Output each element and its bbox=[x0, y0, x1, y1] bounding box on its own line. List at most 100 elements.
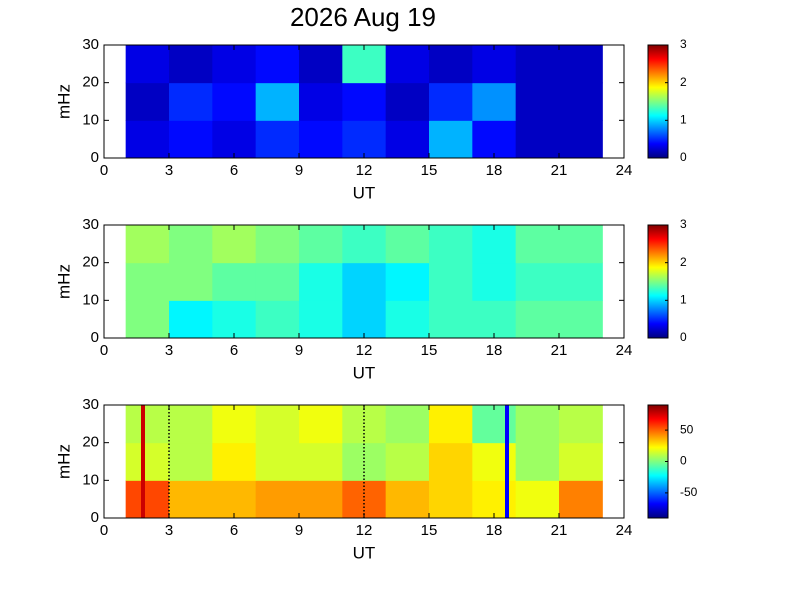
heatmap-cell bbox=[385, 45, 430, 84]
heatmap-cell bbox=[169, 480, 213, 519]
heatmap-cell bbox=[515, 120, 560, 159]
heatmap-cell bbox=[515, 225, 560, 264]
heatmap-cell bbox=[429, 225, 473, 264]
heatmap-cell bbox=[169, 405, 213, 444]
heatmap-cell bbox=[125, 405, 170, 444]
heatmap-cell bbox=[385, 225, 430, 264]
heatmap-cell bbox=[472, 45, 517, 84]
x-tick-label: 24 bbox=[616, 342, 633, 359]
heatmap-cell bbox=[472, 120, 517, 159]
heatmap-cell bbox=[255, 120, 300, 159]
heatmap-cell bbox=[515, 442, 560, 481]
heatmap-cell bbox=[342, 225, 387, 264]
heatmap-cell bbox=[299, 300, 343, 339]
heatmap-cell bbox=[429, 300, 473, 339]
x-tick-label: 0 bbox=[100, 342, 108, 359]
heatmap-cell bbox=[429, 442, 473, 481]
heatmap-cell bbox=[472, 82, 517, 121]
colorbar bbox=[647, 224, 669, 339]
x-tick-label: 9 bbox=[295, 342, 303, 359]
y-tick-label: 30 bbox=[82, 216, 99, 233]
y-tick-label: 10 bbox=[82, 291, 99, 308]
heatmap-cell bbox=[212, 45, 257, 84]
heatmap-cell bbox=[125, 45, 170, 84]
x-tick-label: 12 bbox=[356, 522, 373, 539]
heatmap-cell bbox=[125, 442, 170, 481]
heatmap-cell bbox=[255, 45, 300, 84]
heatmap-cell bbox=[559, 300, 603, 339]
heatmap-cell bbox=[255, 225, 300, 264]
y-tick-label: 10 bbox=[82, 111, 99, 128]
heatmap-cell bbox=[212, 442, 257, 481]
x-tick-label: 15 bbox=[421, 162, 438, 179]
x-tick-label: 3 bbox=[165, 162, 173, 179]
x-tick-label: 0 bbox=[100, 162, 108, 179]
heatmap-cell bbox=[429, 480, 473, 519]
heatmap-cell bbox=[125, 262, 170, 301]
heatmap-cell bbox=[559, 262, 603, 301]
heatmap-cell bbox=[515, 262, 560, 301]
heatmap-cell bbox=[429, 45, 473, 84]
heatmap-cell bbox=[299, 225, 343, 264]
heatmap-cell bbox=[559, 442, 603, 481]
x-tick-label: 3 bbox=[165, 522, 173, 539]
x-tick-label: 6 bbox=[230, 342, 238, 359]
heatmap-cell bbox=[299, 405, 343, 444]
x-tick-label: 9 bbox=[295, 522, 303, 539]
x-tick-label: 15 bbox=[421, 342, 438, 359]
heatmap-cell bbox=[299, 82, 343, 121]
heatmap-cell bbox=[385, 480, 430, 519]
heatmap-cell bbox=[299, 45, 343, 84]
heatmap-cell bbox=[169, 442, 213, 481]
heatmap-cell bbox=[255, 300, 300, 339]
x-tick-label: 18 bbox=[486, 342, 503, 359]
heatmap-cell bbox=[385, 405, 430, 444]
colorbar-tick-label: -50 bbox=[680, 485, 698, 499]
heatmap-cell bbox=[515, 45, 560, 84]
x-tick-label: 9 bbox=[295, 162, 303, 179]
x-tick-label: 24 bbox=[616, 162, 633, 179]
heatmap-cell bbox=[255, 82, 300, 121]
heatmap-cell bbox=[342, 45, 387, 84]
heatmap-cell bbox=[169, 225, 213, 264]
heatmap-cell bbox=[212, 225, 257, 264]
heatmap-cell bbox=[559, 405, 603, 444]
x-tick-label: 18 bbox=[486, 522, 503, 539]
colorbar-tick-label: 1 bbox=[680, 293, 687, 307]
x-tick-label: 6 bbox=[230, 162, 238, 179]
heatmap-cell bbox=[125, 120, 170, 159]
heatmap-cell bbox=[385, 120, 430, 159]
heatmap-cell bbox=[385, 82, 430, 121]
x-tick-label: 21 bbox=[551, 162, 568, 179]
x-axis-label: UT bbox=[353, 543, 376, 562]
x-tick-label: 6 bbox=[230, 522, 238, 539]
heatmap-cell bbox=[212, 300, 257, 339]
x-tick-label: 12 bbox=[356, 342, 373, 359]
y-axis-label: mHz bbox=[54, 264, 73, 299]
heatmap-cell bbox=[299, 442, 343, 481]
heatmap-cell bbox=[212, 405, 257, 444]
heatmap-cell bbox=[472, 300, 517, 339]
x-tick-label: 3 bbox=[165, 342, 173, 359]
heatmap-cell bbox=[255, 442, 300, 481]
heatmap-cell bbox=[472, 405, 517, 444]
heatmap-cell bbox=[212, 480, 257, 519]
y-tick-label: 0 bbox=[91, 509, 99, 526]
y-axis-label: mHz bbox=[54, 84, 73, 119]
heatmap-cell bbox=[212, 120, 257, 159]
x-tick-label: 12 bbox=[356, 162, 373, 179]
heatmap-cell bbox=[169, 82, 213, 121]
heatmap-cell bbox=[515, 82, 560, 121]
heatmap-cell bbox=[472, 442, 517, 481]
heatmap-cell bbox=[429, 82, 473, 121]
colorbar-tick-label: 0 bbox=[680, 330, 687, 344]
heatmap-cell bbox=[255, 480, 300, 519]
y-tick-label: 0 bbox=[91, 149, 99, 166]
heatmap-cell bbox=[385, 442, 430, 481]
colorbar-tick-label: 0 bbox=[680, 150, 687, 164]
heatmap-cell bbox=[515, 300, 560, 339]
colorbar-tick-label: 2 bbox=[680, 75, 687, 89]
heatmap-cell bbox=[342, 262, 387, 301]
heatmap-cell bbox=[385, 300, 430, 339]
